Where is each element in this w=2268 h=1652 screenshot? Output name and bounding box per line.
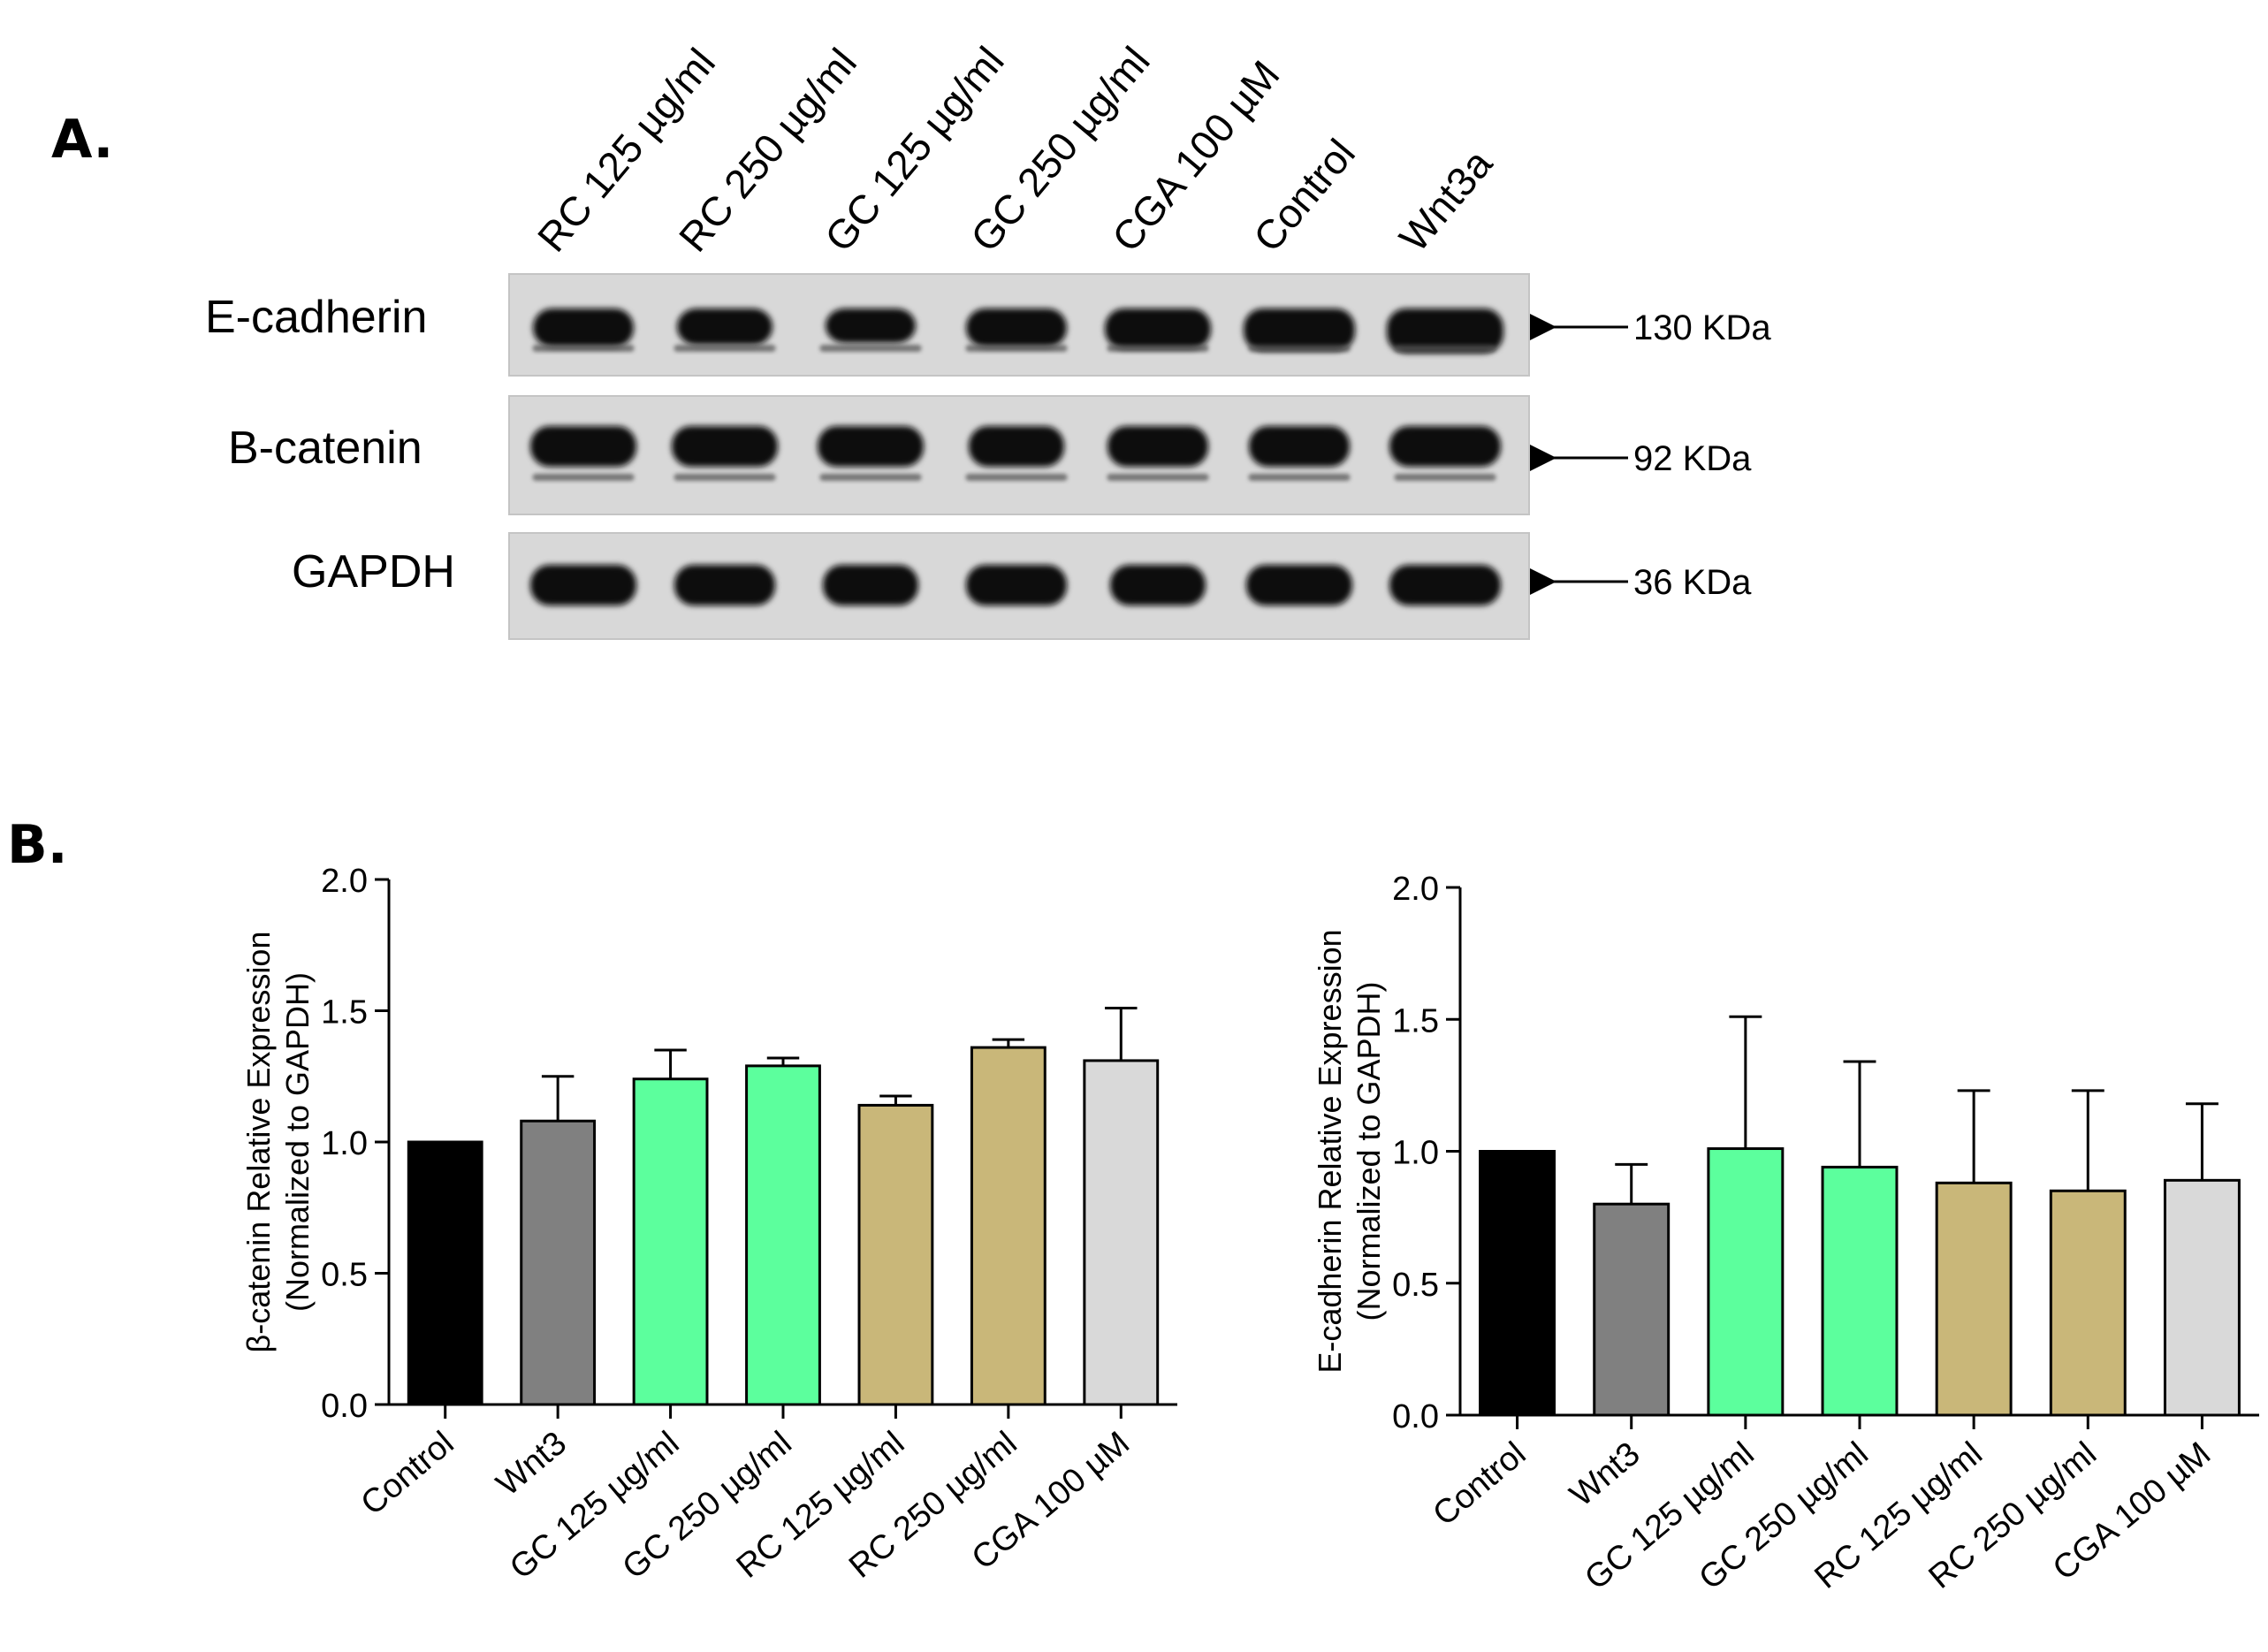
y-tick-label: 2.0	[1392, 871, 1439, 908]
blot-secondary-band	[1107, 345, 1209, 352]
blot-band	[1389, 565, 1501, 605]
y-tick-label: 0.0	[1392, 1398, 1439, 1435]
blot-band	[1107, 426, 1208, 467]
y-axis-label: (Normalized to GAPDH)	[1351, 981, 1387, 1321]
blot-band	[826, 308, 916, 344]
blot-band	[674, 565, 775, 605]
blot-band	[1389, 426, 1501, 467]
bar	[1479, 1150, 1556, 1417]
y-axis-label: (Normalized to GAPDH)	[279, 972, 316, 1312]
bar	[1935, 1181, 2013, 1417]
blot-band	[1244, 308, 1355, 352]
y-tick-label: 2.0	[321, 863, 368, 900]
blot-band	[672, 426, 778, 467]
blot-strip-1: B-catenin 92 KDa	[228, 395, 1752, 515]
blot-secondary-band	[819, 474, 922, 481]
y-tick-label: 0.5	[1392, 1267, 1439, 1304]
blot-strip-0: E-cadherin 130 KDa	[205, 273, 1771, 377]
bar	[2049, 1189, 2127, 1417]
molecular-weight-label: 36 KDa	[1633, 563, 1752, 602]
x-tick-label: Wnt3	[490, 1425, 574, 1504]
y-tick-label: 1.0	[321, 1125, 368, 1162]
blot-band	[1246, 565, 1352, 605]
blot-secondary-band	[532, 474, 635, 481]
blot-band	[677, 308, 772, 346]
molecular-weight-label: 130 KDa	[1633, 308, 1771, 347]
blot-band	[1387, 308, 1503, 354]
bar	[970, 1046, 1046, 1406]
panel-a-label: A.	[51, 109, 113, 171]
protein-label: E-cadherin	[205, 292, 427, 343]
panel-b-label: B.	[7, 814, 68, 876]
blot-secondary-band	[1394, 345, 1496, 352]
blot-band	[818, 426, 924, 467]
x-tick-label: Control	[354, 1425, 461, 1523]
y-axis-label: β-catenin Relative Expression	[240, 932, 277, 1353]
blot-band	[966, 565, 1067, 605]
bar	[1593, 1202, 1671, 1417]
blot-secondary-band	[674, 474, 776, 481]
y-axis-label: E-cadherin Relative Expression	[1312, 929, 1348, 1373]
bar	[520, 1119, 597, 1406]
protein-label: GAPDH	[292, 546, 455, 598]
blot-secondary-band	[1107, 474, 1209, 481]
blot-secondary-band	[1248, 474, 1351, 481]
blot-secondary-band	[965, 474, 1068, 481]
blot-band	[1110, 565, 1206, 605]
y-tick-label: 1.0	[1392, 1135, 1439, 1172]
blot-band	[1105, 308, 1211, 349]
blot-band	[823, 565, 918, 605]
bar	[632, 1077, 709, 1406]
e-cadherin-bar-chart: 0.0 0.5 1.0 1.5 2.0 E-cadherin Relative Expre…	[1312, 871, 2259, 1597]
lane-label: Control	[1244, 130, 1364, 260]
blot-band	[530, 565, 636, 605]
blot-secondary-band	[819, 345, 922, 352]
x-tick-label: Wnt3	[1564, 1435, 1648, 1514]
bar	[1707, 1147, 1785, 1417]
blot-band	[969, 426, 1064, 467]
lane-label: Wnt3a	[1390, 141, 1502, 261]
blot-secondary-band	[965, 345, 1068, 352]
y-tick-label: 1.5	[1392, 1002, 1439, 1039]
x-tick-label: Control	[1427, 1435, 1534, 1534]
y-tick-label: 0.0	[321, 1388, 368, 1425]
y-tick-label: 1.5	[321, 994, 368, 1032]
blot-secondary-band	[674, 345, 776, 352]
blot-secondary-band	[1248, 345, 1351, 352]
bar	[407, 1140, 483, 1406]
blot-band	[966, 308, 1067, 347]
western-blots: E-cadherin 130 KDa B-catenin 92 KDa GAPDH 36 …	[205, 273, 1771, 640]
blot-band	[530, 426, 636, 467]
bar	[1821, 1165, 1899, 1417]
bar	[745, 1064, 821, 1406]
beta-catenin-bar-chart: 0.0 0.5 1.0 1.5 2.0 β-catenin Relative Expres…	[240, 863, 1177, 1587]
protein-label: B-catenin	[228, 423, 422, 474]
y-tick-label: 0.5	[321, 1257, 368, 1294]
bar	[2163, 1178, 2241, 1417]
blot-band	[1249, 426, 1350, 467]
bar	[857, 1103, 934, 1406]
blot-secondary-band	[1394, 474, 1496, 481]
blot-secondary-band	[532, 345, 635, 352]
blot-strip-2: GAPDH 36 KDa	[292, 532, 1752, 640]
blot-band	[533, 308, 634, 347]
molecular-weight-label: 92 KDa	[1633, 439, 1752, 478]
bar	[1083, 1059, 1160, 1406]
